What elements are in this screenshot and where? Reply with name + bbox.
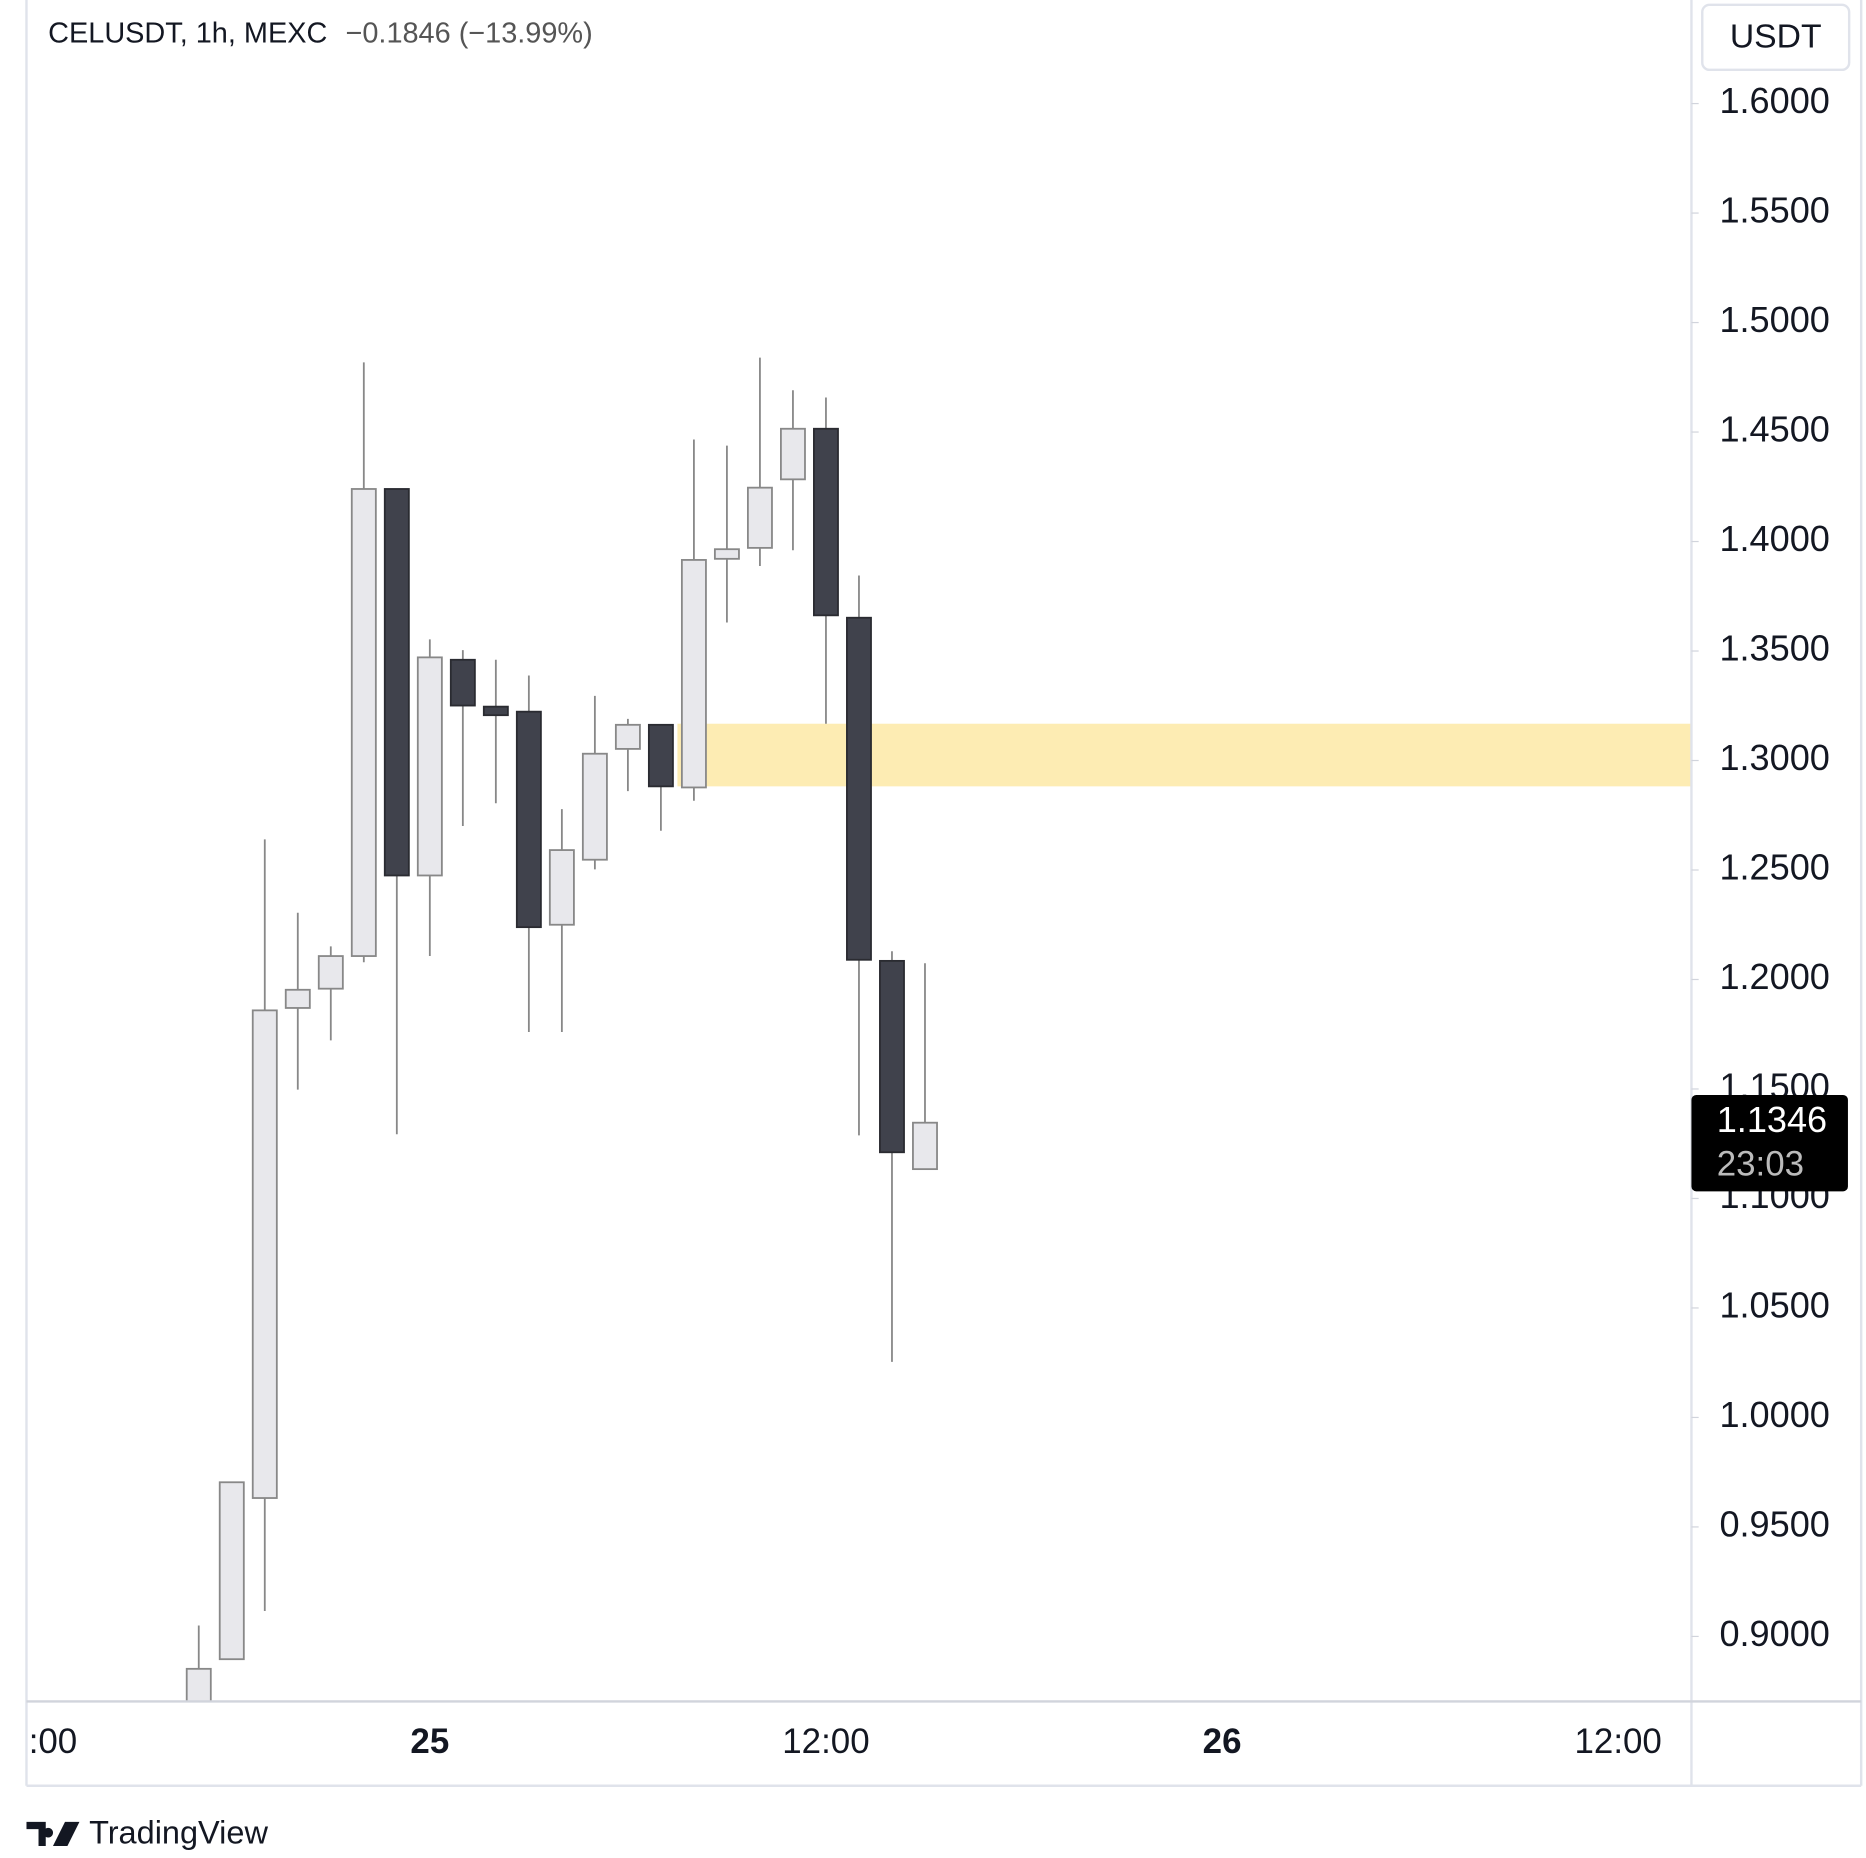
candle-body bbox=[581, 752, 608, 861]
candle-body bbox=[912, 1121, 938, 1171]
brand: TradingView bbox=[89, 1815, 268, 1851]
zone bbox=[677, 723, 1692, 787]
y-tick-label: 1.2500 bbox=[1719, 847, 1829, 888]
y-tick-label: 0.9000 bbox=[1719, 1613, 1829, 1654]
candle-body bbox=[218, 1481, 245, 1661]
candle-body bbox=[680, 559, 707, 789]
candle-body bbox=[383, 488, 410, 877]
candle-body bbox=[449, 658, 476, 707]
candle-body bbox=[350, 488, 377, 957]
candle-body bbox=[780, 427, 806, 481]
y-tick-label: 1.6000 bbox=[1719, 80, 1829, 121]
candle-body bbox=[879, 959, 905, 1154]
x-tick-label: 25 bbox=[410, 1722, 449, 1761]
countdown: 23:03 bbox=[1717, 1144, 1804, 1183]
y-tick-label: 1.0500 bbox=[1719, 1285, 1829, 1326]
x-tick-label: :00 bbox=[29, 1722, 78, 1761]
candle-body bbox=[515, 710, 542, 929]
chart-title: CELUSDT, 1h, MEXC bbox=[48, 18, 327, 50]
plot-area bbox=[185, 357, 1692, 1702]
y-tick-label: 1.4000 bbox=[1719, 518, 1829, 559]
logo: TradingView bbox=[26, 1815, 268, 1851]
y-tick-label: 1.4500 bbox=[1719, 409, 1829, 450]
x-tick-label: 12:00 bbox=[1575, 1722, 1662, 1761]
candle-body bbox=[614, 723, 641, 750]
y-tick-label: 1.3000 bbox=[1719, 737, 1829, 778]
y-tick-label: 1.0000 bbox=[1719, 1394, 1829, 1435]
y-tick-label: 1.3500 bbox=[1719, 628, 1829, 669]
candle-body bbox=[746, 486, 773, 549]
candle-body bbox=[416, 656, 443, 877]
candle-body bbox=[317, 955, 344, 990]
change: −0.1846 (−13.99%) bbox=[346, 18, 593, 50]
candle-body bbox=[284, 988, 311, 1009]
candle-body bbox=[548, 849, 575, 926]
x-tick-label: 12:00 bbox=[782, 1722, 869, 1761]
candle-body bbox=[482, 705, 509, 717]
candle-body bbox=[647, 723, 674, 788]
candle-body bbox=[251, 1009, 278, 1499]
y-tick-label: 1.5500 bbox=[1719, 190, 1829, 231]
candle-body bbox=[846, 616, 872, 961]
last-price: 1.1346 bbox=[1717, 1099, 1827, 1140]
candle-body bbox=[713, 548, 740, 560]
x-tick-label: 26 bbox=[1203, 1722, 1242, 1761]
currency[interactable]: USDT bbox=[1730, 17, 1822, 55]
candle-body bbox=[185, 1667, 212, 1702]
y-tick-label: 1.2000 bbox=[1719, 956, 1829, 997]
y-tick-label: 1.5000 bbox=[1719, 299, 1829, 340]
currency-button[interactable] bbox=[1701, 3, 1851, 72]
candle-body bbox=[813, 427, 839, 617]
price-label-box bbox=[1691, 1095, 1848, 1192]
y-tick-label: 0.9500 bbox=[1719, 1503, 1829, 1544]
